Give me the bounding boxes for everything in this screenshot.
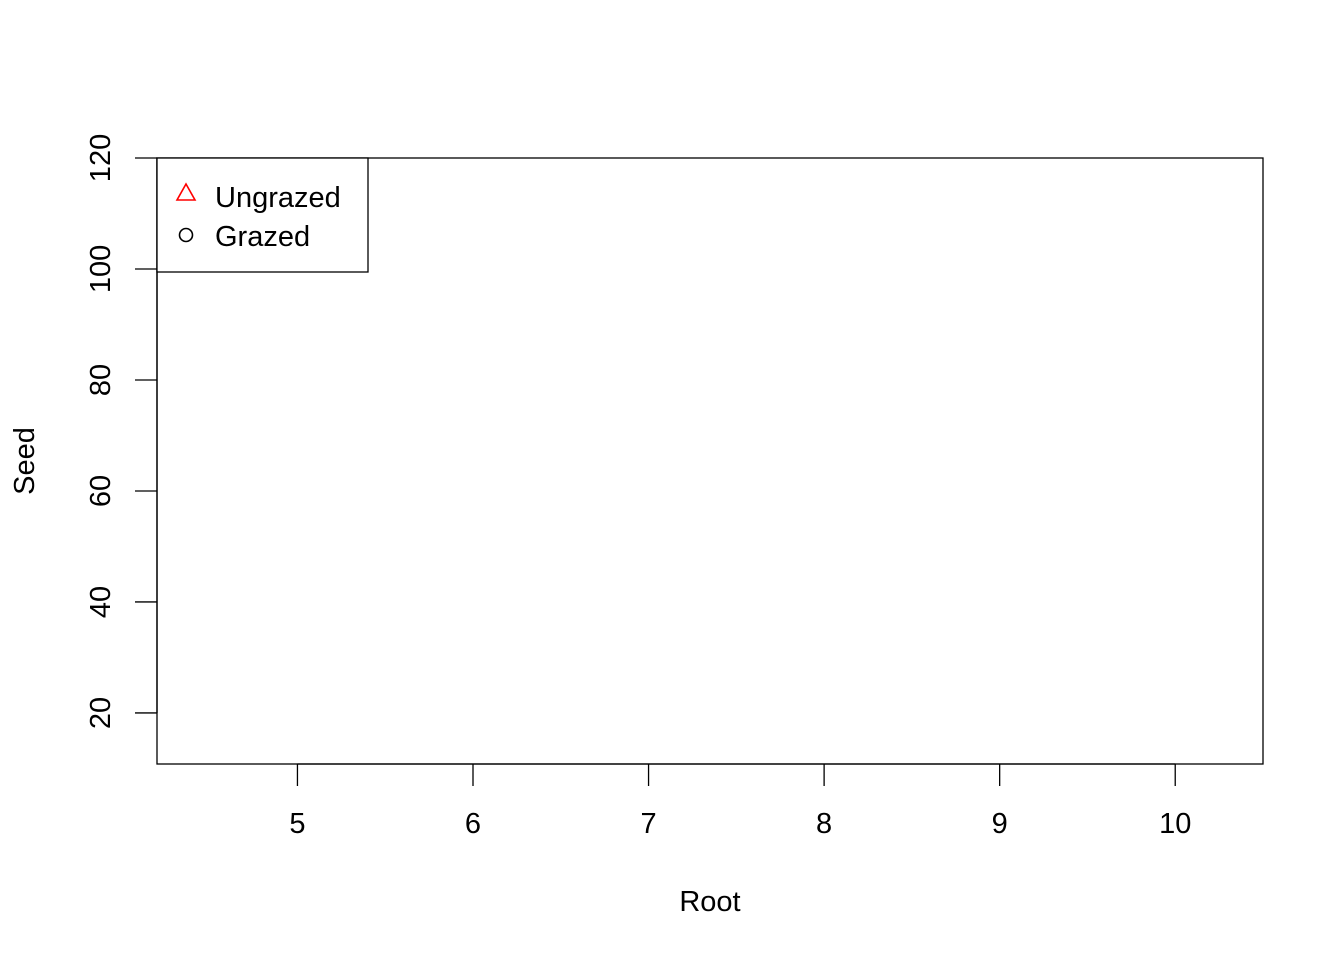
x-tick-label: 7 — [640, 808, 656, 840]
legend-box — [156, 157, 369, 273]
y-tick-label: 120 — [85, 134, 117, 182]
x-tick-label: 6 — [465, 808, 481, 840]
y-tick-label: 40 — [85, 586, 117, 618]
circle-marker-icon — [178, 227, 194, 243]
y-axis: 20 40 60 80 100 120 — [85, 134, 158, 729]
x-tick-label: 10 — [1159, 808, 1191, 840]
legend-label-grazed: Grazed — [215, 221, 310, 253]
x-axis: 5 6 7 8 9 10 — [289, 763, 1191, 840]
y-axis-label: Seed — [9, 427, 41, 495]
x-tick-label: 9 — [992, 808, 1008, 840]
y-tick-label: 100 — [85, 245, 117, 293]
triangle-marker-icon — [175, 182, 197, 201]
legend-label-ungrazed: Ungrazed — [215, 182, 341, 214]
y-tick-label: 80 — [85, 364, 117, 396]
x-tick-label: 5 — [289, 808, 305, 840]
x-tick-label: 8 — [816, 808, 832, 840]
y-tick-label: 20 — [85, 697, 117, 729]
x-axis-label: Root — [679, 886, 740, 918]
legend: Ungrazed Grazed — [156, 157, 369, 273]
y-tick-label: 60 — [85, 475, 117, 507]
